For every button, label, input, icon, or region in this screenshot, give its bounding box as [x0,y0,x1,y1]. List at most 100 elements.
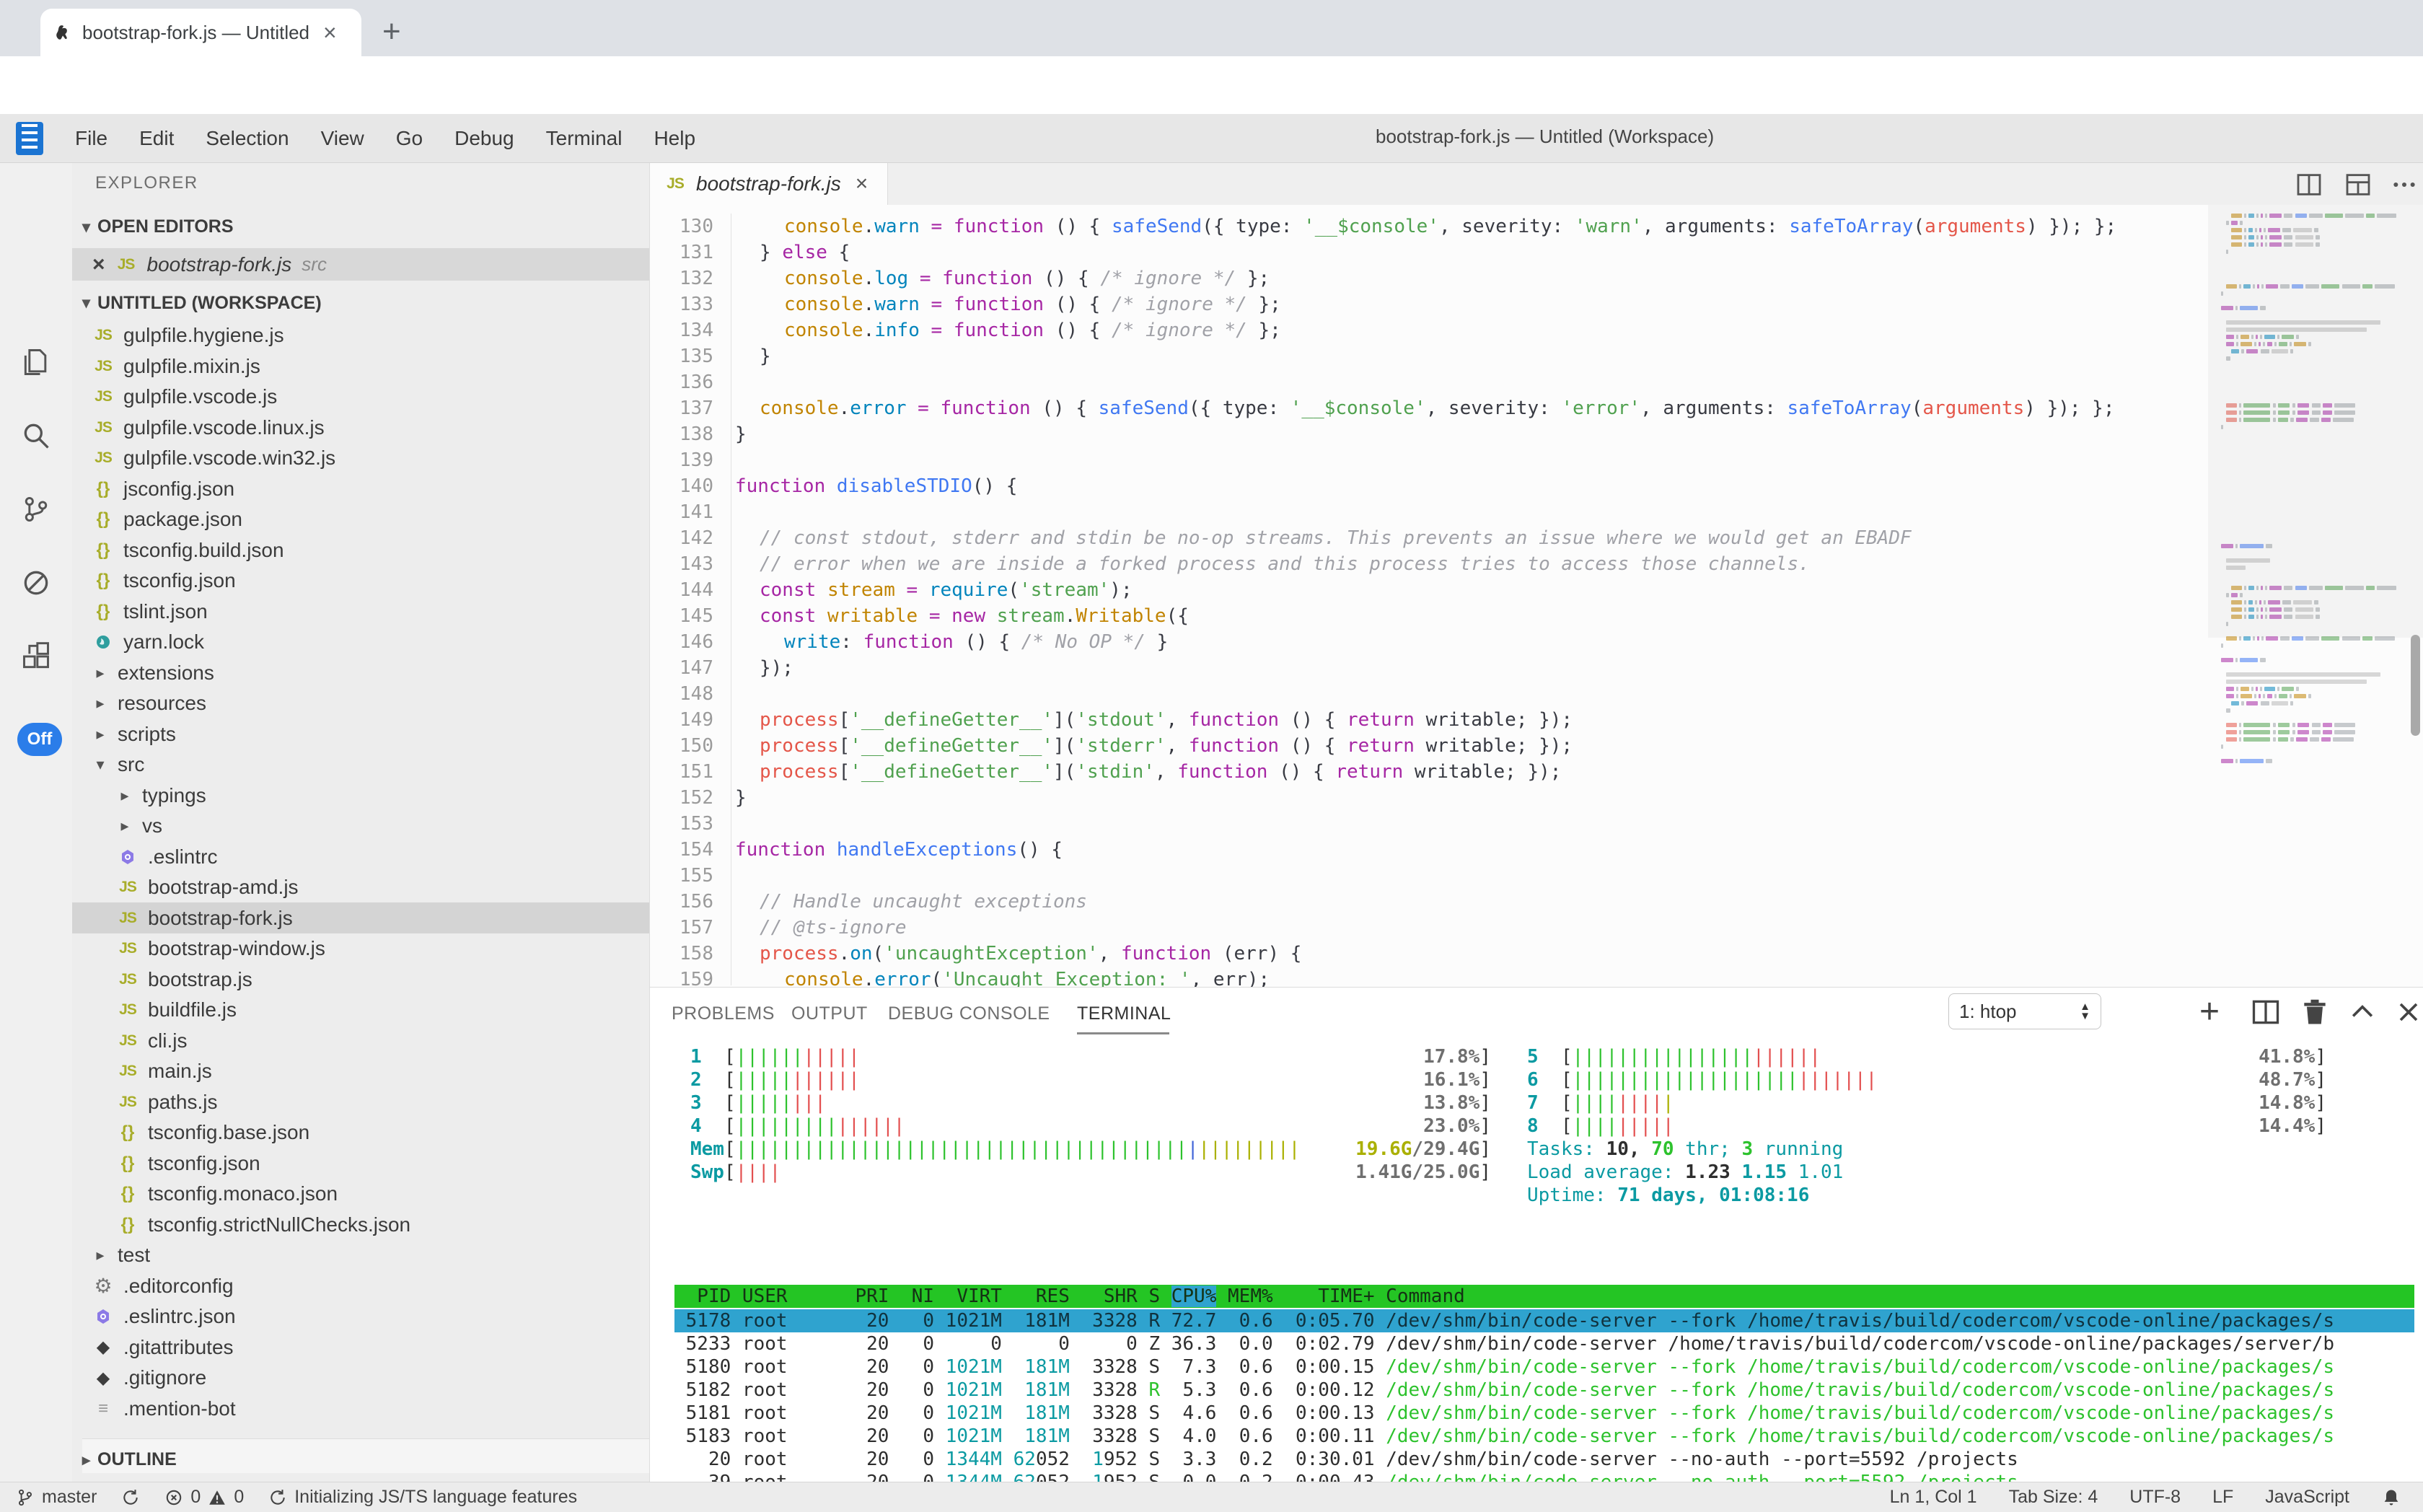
tree-item-test[interactable]: ▸ test [96,1244,151,1266]
more-actions-icon[interactable] [2390,170,2419,199]
tree-item-yarn.lock[interactable]: yarn.lock [72,627,649,658]
sync-status[interactable] [121,1488,140,1507]
htop-process-row[interactable]: 5233 root 20 0 0 0 0 Z 36.3 0.0 0:02.79 … [674,1333,2335,1355]
tree-item-typings[interactable]: ▸ typings [120,783,206,806]
tree-item-gulpfile.mixin.js[interactable]: JS gulpfile.mixin.js [94,354,260,377]
menu-help[interactable]: Help [654,126,696,149]
tree-item-.mention-bot[interactable]: ≡ .mention-bot [97,1397,236,1420]
terminal-view[interactable]: 1 [||||||||||| 17.8%] 2 [||||||||||| 16.1%]… [674,1042,2423,1482]
debug-icon[interactable] [20,567,52,599]
close-editor-icon[interactable]: × [92,252,105,276]
tree-item-.eslintrc.json[interactable]: .eslintrc.json [72,1301,649,1332]
scrollbar-thumb[interactable] [2411,635,2420,736]
tree-item-.eslintrc[interactable]: .eslintrc [72,841,649,872]
tree-item-src[interactable]: ▾ src [96,753,145,775]
tree-item-buildfile.js[interactable]: JS buildfile.js [119,998,237,1021]
search-icon[interactable] [20,420,52,452]
cursor-position[interactable]: Ln 1, Col 1 [1889,1487,1977,1507]
menu-file[interactable]: File [75,126,108,149]
kill-terminal-icon[interactable] [2299,996,2331,1028]
language-mode[interactable]: JavaScript [2265,1487,2349,1507]
tree-item-tsconfig.strictNullChecks.json[interactable]: {} tsconfig.strictNullChecks.json [120,1213,411,1236]
terminal-select[interactable]: 1: htop ▲ ▼ [1948,993,2101,1029]
tree-item-package.json[interactable]: {} package.json [96,508,243,530]
close-panel-icon[interactable] [2393,996,2423,1028]
menu-go[interactable]: Go [395,126,423,149]
menu-edit[interactable]: Edit [139,126,175,149]
tree-item-tsconfig.base.json[interactable]: {} tsconfig.base.json [120,1121,310,1143]
minimap-slider[interactable] [2208,205,2423,638]
workspace-header[interactable]: ▾ UNTITLED (WORKSPACE) [82,290,649,316]
source-control-icon[interactable] [20,493,52,525]
tree-item-tsconfig.json[interactable]: {} tsconfig.json [120,1151,260,1174]
tree-item-tsconfig.json[interactable]: {} tsconfig.json [96,569,236,592]
new-tab-button[interactable]: + [382,14,401,49]
tree-item-tsconfig.build.json[interactable]: {} tsconfig.build.json [96,538,284,561]
tree-item-scripts[interactable]: ▸ scripts [96,722,176,745]
tree-item-.editorconfig[interactable]: ⚙ .editorconfig [94,1274,234,1298]
tree-item-gulpfile.vscode.linux.js[interactable]: JS gulpfile.vscode.linux.js [94,416,325,439]
editor-tab[interactable]: JS bootstrap-fork.js × [650,163,888,205]
tree-item-tslint.json[interactable]: {} tslint.json [96,599,208,623]
open-editor-item[interactable]: × JS bootstrap-fork.js src [72,248,649,281]
menu-selection[interactable]: Selection [206,126,289,149]
menu-terminal[interactable]: Terminal [545,126,623,149]
tree-item-cli.js[interactable]: JS cli.js [119,1029,188,1052]
htop-process-row[interactable]: 5183 root 20 0 1021M 181M 3328 S 4.0 0.6… [674,1425,2335,1447]
open-editors-label: OPEN EDITORS [97,216,234,237]
panel-tab-problems[interactable]: PROBLEMS [672,1003,775,1024]
off-badge[interactable]: Off [17,723,62,756]
extensions-icon[interactable] [20,641,52,672]
menu-view[interactable]: View [320,126,364,149]
notifications-bell-icon[interactable] [2381,1487,2401,1508]
split-editor-icon[interactable] [2295,170,2323,199]
encoding[interactable]: UTF-8 [2129,1487,2181,1507]
htop-process-row[interactable]: 20 root 20 0 1344M 62052 1952 S 3.3 0.2 … [674,1449,2018,1470]
tab-close-icon[interactable]: × [323,19,337,45]
tree-item-main.js[interactable]: JS main.js [119,1060,212,1082]
tree-item-label: tsconfig.base.json [148,1121,310,1143]
editor-tab-close-icon[interactable]: × [855,172,869,195]
tree-item-vs[interactable]: ▸ vs [120,814,162,837]
indentation[interactable]: Tab Size: 4 [2008,1487,2098,1507]
tree-item-bootstrap-fork.js[interactable]: JS bootstrap-fork.js [72,902,649,933]
open-editors-header[interactable]: ▾ OPEN EDITORS [82,216,234,237]
explorer-icon[interactable] [20,346,52,378]
editor-layout-icon[interactable] [2344,170,2373,199]
tree-item-bootstrap-window.js[interactable]: JS bootstrap-window.js [119,937,325,959]
menu-debug[interactable]: Debug [454,126,514,149]
panel-tab-debug-console[interactable]: DEBUG CONSOLE [888,1003,1050,1024]
htop-process-row[interactable]: 39 root 20 0 1344M 62052 1952 S 0.0 0.2 … [674,1472,2018,1482]
htop-meter-value: 41.8%] [2259,1046,2326,1068]
maximize-panel-icon[interactable] [2347,996,2378,1028]
browser-tab[interactable]: bootstrap-fork.js — Untitled (W × [40,9,361,56]
code-editor[interactable]: 130 console.warn = function () { safeSend… [650,205,2423,987]
app-logo-icon[interactable] [16,121,43,155]
tree-item-.gitignore[interactable]: ◆ .gitignore [96,1366,207,1389]
tree-item-gulpfile.vscode.win32.js[interactable]: JS gulpfile.vscode.win32.js [94,447,336,469]
panel-tab-output[interactable]: OUTPUT [791,1003,868,1024]
tree-item-paths.js[interactable]: JS paths.js [119,1090,218,1113]
eol-sequence[interactable]: LF [2212,1487,2234,1507]
tree-item-resources[interactable]: ▸ resources [96,692,206,714]
outline-header[interactable]: ▸ OUTLINE [82,1438,649,1473]
tree-item-.gitattributes[interactable]: ◆ .gitattributes [96,1335,234,1358]
tree-item-bootstrap.js[interactable]: JS bootstrap.js [119,967,252,990]
minimap[interactable] [2217,205,2408,987]
tree-item-bootstrap-amd.js[interactable]: JS bootstrap-amd.js [119,876,299,898]
htop-process-row[interactable]: 5178 root 20 0 1021M 181M 3328 R 72.7 0.… [674,1309,2414,1332]
tree-item-gulpfile.vscode.js[interactable]: JS gulpfile.vscode.js [94,385,278,408]
htop-process-row[interactable]: 5180 root 20 0 1021M 181M 3328 S 7.3 0.6… [674,1356,2335,1378]
new-terminal-icon[interactable]: + [2199,993,2220,1031]
split-terminal-icon[interactable] [2250,996,2282,1028]
tree-item-extensions[interactable]: ▸ extensions [96,661,214,684]
htop-process-row[interactable]: 5181 root 20 0 1021M 181M 3328 S 4.6 0.6… [674,1402,2335,1424]
tree-item-gulpfile.hygiene.js[interactable]: JS gulpfile.hygiene.js [94,324,284,346]
htop-process-row[interactable]: 5182 root 20 0 1021M 181M 3328 R 5.3 0.6… [674,1379,2335,1401]
problems-status[interactable]: 0 0 [164,1487,244,1508]
tree-item-jsconfig.json[interactable]: {} jsconfig.json [96,477,235,500]
tree-item-tsconfig.monaco.json[interactable]: {} tsconfig.monaco.json [120,1182,338,1205]
branch-status[interactable]: master [16,1487,97,1508]
panel-tab-terminal[interactable]: TERMINAL [1077,1003,1171,1024]
htop-summary-line: Uptime: 71 days, 01:08:16 [1527,1184,1810,1206]
